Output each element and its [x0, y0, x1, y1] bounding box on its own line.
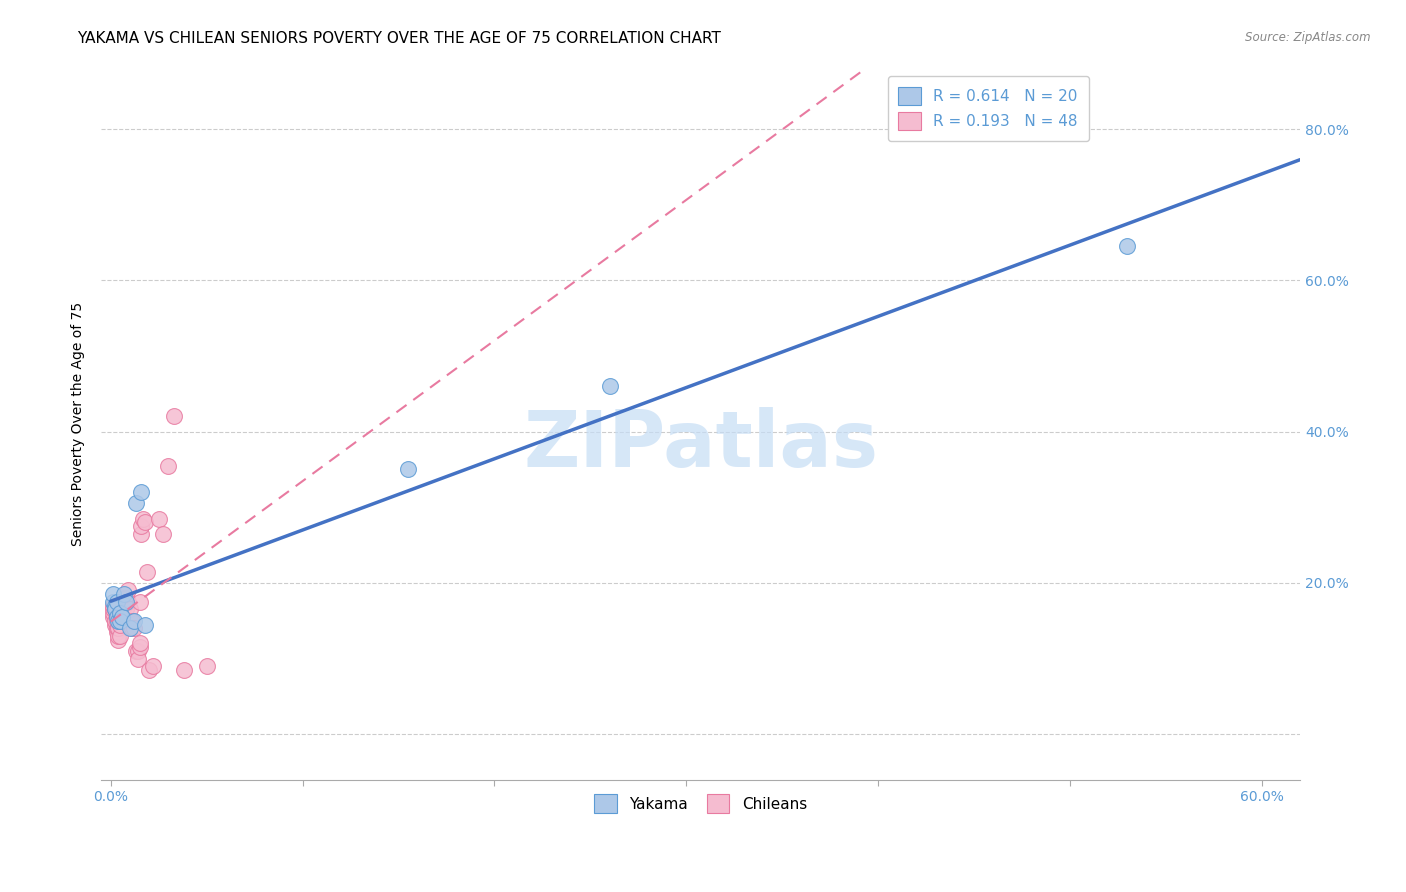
Point — [148, 511, 170, 525]
Y-axis label: Seniors Poverty Over the Age of 75: Seniors Poverty Over the Age of 75 — [72, 302, 86, 546]
Point — [101, 602, 124, 616]
Point — [121, 621, 143, 635]
Point — [115, 595, 138, 609]
Point — [163, 409, 186, 424]
Point — [125, 644, 148, 658]
Point — [101, 610, 124, 624]
Point — [131, 526, 153, 541]
Point — [105, 625, 128, 640]
Point — [104, 617, 127, 632]
Point — [112, 591, 135, 605]
Point — [131, 519, 153, 533]
Legend: Yakama, Chileans: Yakama, Chileans — [582, 782, 820, 825]
Point — [122, 621, 145, 635]
Point — [110, 629, 132, 643]
Point — [173, 663, 195, 677]
Point — [152, 526, 174, 541]
Point — [105, 606, 128, 620]
Point — [110, 606, 132, 620]
Text: ZIPatlas: ZIPatlas — [523, 408, 879, 483]
Point — [111, 602, 134, 616]
Point — [132, 511, 155, 525]
Point — [104, 599, 127, 613]
Point — [107, 614, 129, 628]
Point — [396, 462, 419, 476]
Point — [127, 644, 149, 658]
Point — [138, 663, 160, 677]
Point — [117, 595, 139, 609]
Point — [111, 610, 134, 624]
Point — [101, 606, 124, 620]
Point — [107, 621, 129, 635]
Point — [127, 651, 149, 665]
Point — [107, 629, 129, 643]
Point — [134, 617, 156, 632]
Point — [117, 583, 139, 598]
Point — [105, 621, 128, 635]
Point — [128, 640, 150, 655]
Point — [115, 591, 138, 605]
Point — [121, 614, 143, 628]
Point — [101, 587, 124, 601]
Point — [111, 614, 134, 628]
Point — [104, 602, 127, 616]
Point — [142, 659, 165, 673]
Text: YAKAMA VS CHILEAN SENIORS POVERTY OVER THE AGE OF 75 CORRELATION CHART: YAKAMA VS CHILEAN SENIORS POVERTY OVER T… — [77, 31, 721, 46]
Point — [134, 516, 156, 530]
Point — [118, 621, 141, 635]
Point — [107, 632, 129, 647]
Point — [157, 458, 180, 473]
Point — [110, 614, 132, 628]
Point — [599, 379, 621, 393]
Point — [104, 614, 127, 628]
Point — [101, 599, 124, 613]
Point — [131, 485, 153, 500]
Point — [118, 602, 141, 616]
Point — [104, 602, 127, 616]
Point — [105, 610, 128, 624]
Point — [115, 602, 138, 616]
Point — [128, 595, 150, 609]
Point — [112, 599, 135, 613]
Point — [105, 614, 128, 628]
Text: Source: ZipAtlas.com: Source: ZipAtlas.com — [1246, 31, 1371, 45]
Point — [122, 614, 145, 628]
Point — [125, 496, 148, 510]
Point — [1116, 239, 1139, 253]
Point — [110, 617, 132, 632]
Point — [105, 595, 128, 609]
Point — [195, 659, 218, 673]
Point — [112, 587, 135, 601]
Point — [118, 614, 141, 628]
Point — [136, 565, 159, 579]
Point — [101, 595, 124, 609]
Point — [128, 636, 150, 650]
